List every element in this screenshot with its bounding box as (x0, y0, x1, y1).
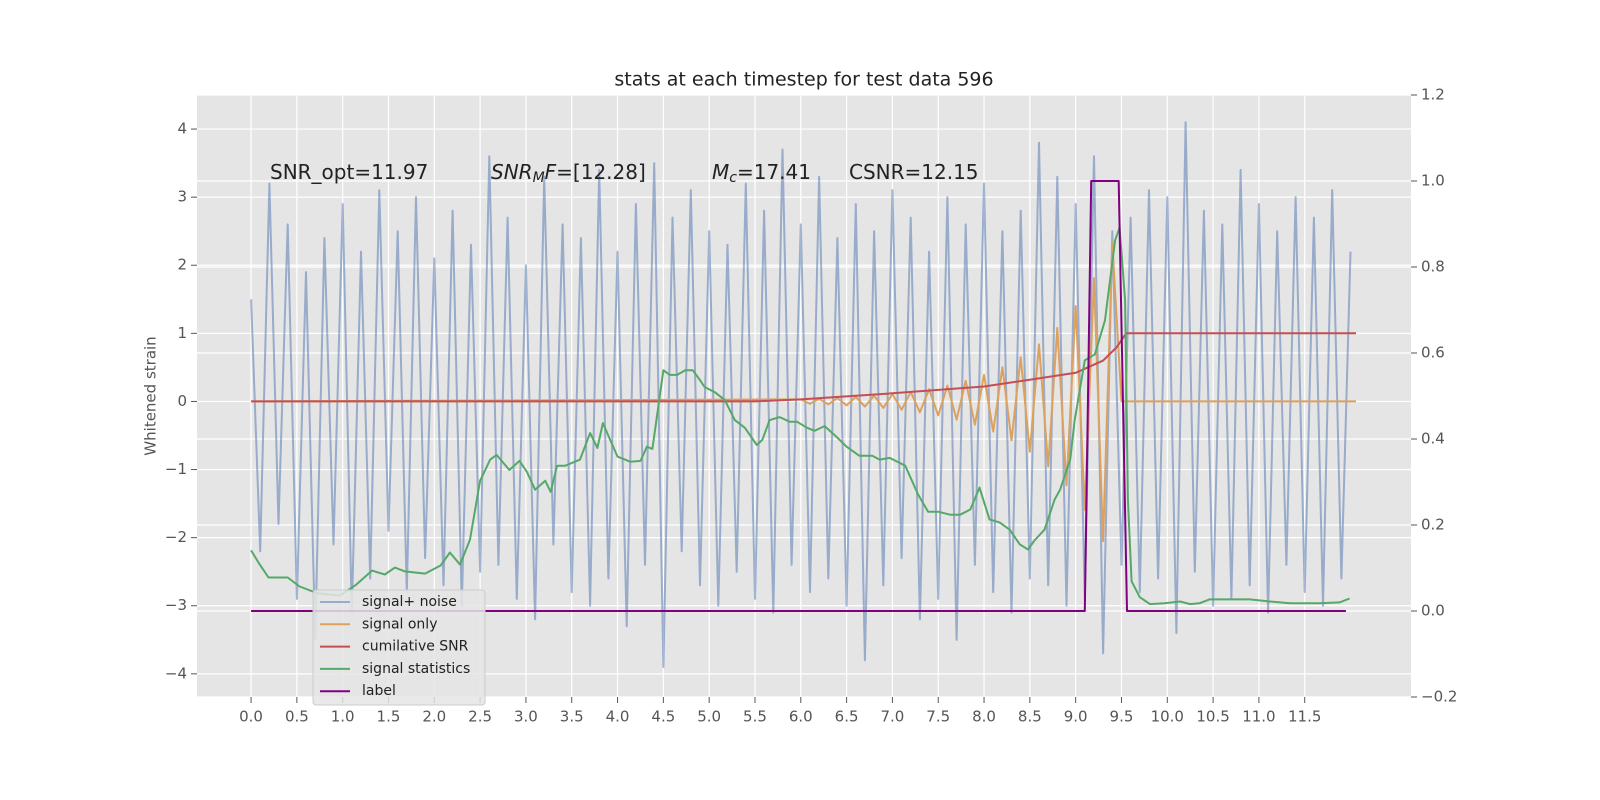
annotation-part: F (545, 160, 557, 184)
x-tick-label: 4.5 (651, 708, 675, 726)
y-tick-label: −3 (165, 596, 187, 614)
annotation-part: M (712, 160, 729, 184)
x-tick-label: 11.5 (1288, 708, 1321, 726)
y-axis-label: Whitened strain (142, 336, 160, 455)
x-tick-label: 9.5 (1110, 708, 1134, 726)
annotation: SNR_opt=11.97 (270, 160, 428, 184)
y-tick-label: 2 (177, 256, 187, 274)
series-line (251, 241, 1356, 543)
chart-title: stats at each timestep for test data 596 (614, 69, 993, 91)
annotation-part: c (729, 170, 737, 186)
legend-label: signal only (362, 616, 437, 632)
x-tick-label: 10.0 (1151, 708, 1184, 726)
series-line (251, 180, 1346, 612)
y2-tick-label: 0.2 (1421, 516, 1445, 534)
legend-label: label (362, 683, 396, 699)
legend-label: cumilative SNR (362, 639, 469, 655)
x-tick-label: 1.5 (377, 708, 401, 726)
x-tick-label: 11.0 (1242, 708, 1275, 726)
y-tick-label: −1 (165, 460, 187, 478)
x-tick-label: 9.0 (1064, 708, 1088, 726)
y-tick-label: −4 (165, 664, 187, 682)
x-tick-label: 10.5 (1196, 708, 1229, 726)
legend-box (312, 589, 486, 706)
x-tick-label: 6.5 (835, 708, 859, 726)
legend-label: signal+ noise (362, 594, 457, 610)
series-line (251, 332, 1356, 403)
y-tick-label: −2 (165, 528, 187, 546)
x-tick-label: 7.5 (926, 708, 950, 726)
x-tick-label: 8.0 (972, 708, 996, 726)
x-tick-label: 3.5 (560, 708, 584, 726)
y-tick-label: 0 (177, 392, 187, 410)
y-tick-label: 1 (177, 324, 187, 342)
y2-tick-label: −0.2 (1421, 688, 1457, 706)
annotation-part: SNR_opt=11.97 (270, 160, 428, 184)
series-line (250, 226, 1350, 606)
x-tick-label: 4.0 (606, 708, 630, 726)
x-tick-label: 2.0 (422, 708, 446, 726)
x-tick-label: 7.0 (880, 708, 904, 726)
x-tick-label: 2.5 (468, 708, 492, 726)
series-line (250, 121, 1352, 668)
x-tick-label: 5.5 (743, 708, 767, 726)
annotation-part: =[12.28] (556, 160, 646, 184)
y2-tick-label: 1.0 (1421, 172, 1445, 190)
y2-tick-label: 0.6 (1421, 344, 1445, 362)
x-tick-label: 6.0 (789, 708, 813, 726)
y-tick-label: 3 (177, 188, 187, 206)
annotation: CSNR=12.15 (849, 160, 979, 184)
y2-tick-label: 0.8 (1421, 258, 1445, 276)
x-tick-label: 0.0 (239, 708, 263, 726)
y2-tick-label: 0.4 (1421, 430, 1445, 448)
y2-tick-label: 0.0 (1421, 602, 1445, 620)
annotation: Mc=17.41 (712, 160, 811, 187)
annotation-part: SNR (491, 160, 533, 184)
x-tick-label: 3.0 (514, 708, 538, 726)
annotation-part: CSNR=12.15 (849, 160, 979, 184)
x-tick-label: 1.0 (331, 708, 355, 726)
x-tick-label: 0.5 (285, 708, 309, 726)
x-tick-label: 8.5 (1018, 708, 1042, 726)
x-tick-label: 5.0 (697, 708, 721, 726)
y2-tick-label: 1.2 (1421, 86, 1445, 104)
annotation: SNRMF=[12.28] (491, 160, 646, 187)
legend-label: signal statistics (362, 661, 470, 677)
annotation-part: M (533, 170, 545, 186)
y-tick-label: 4 (177, 120, 187, 138)
annotation-part: =17.41 (737, 160, 811, 184)
